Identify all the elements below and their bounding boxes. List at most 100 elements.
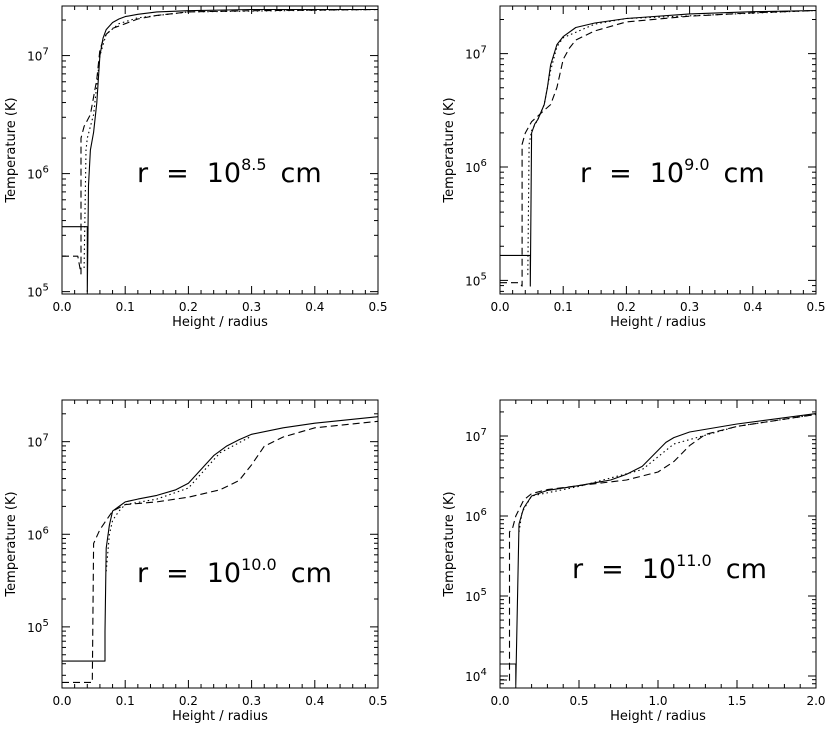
annotation-unit: cm xyxy=(726,554,767,585)
x-tick-label: 0.5 xyxy=(368,694,387,708)
y-tick-label: 105 xyxy=(465,271,487,288)
radius-annotation: r = 1010.0 cm xyxy=(137,555,332,589)
y-tick-label: 106 xyxy=(27,525,49,542)
y-axis-title: Temperature (K) xyxy=(4,97,19,203)
y-axis-title: Temperature (K) xyxy=(442,97,457,203)
x-axis-title: Height / radius xyxy=(172,709,268,724)
plot-frame xyxy=(61,5,379,295)
x-tick-label: 0.0 xyxy=(52,300,71,314)
annotation-unit: cm xyxy=(281,158,322,189)
plot-frame xyxy=(61,399,379,689)
y-tick-exponent: 6 xyxy=(480,507,486,518)
y-tick-exponent: 6 xyxy=(42,525,48,536)
y-tick-base: 10 xyxy=(465,510,480,524)
annotation-exponent: 9.0 xyxy=(684,155,709,174)
plot-frame xyxy=(499,5,817,295)
y-tick-base: 10 xyxy=(27,168,42,182)
annotation-symbol: r xyxy=(137,558,149,589)
y-tick-base: 10 xyxy=(27,621,42,635)
annotation-exponent: 8.5 xyxy=(241,155,266,174)
annotation-exponent: 11.0 xyxy=(676,551,712,570)
y-tick-exponent: 7 xyxy=(42,47,48,58)
annotation-unit: cm xyxy=(291,558,332,589)
radius-annotation: r = 109.0 cm xyxy=(580,155,765,189)
annotation-equals: = xyxy=(166,558,189,589)
x-tick-label: 1.5 xyxy=(727,694,746,708)
x-axis-title: Height / radius xyxy=(172,315,268,330)
x-tick-label: 0.1 xyxy=(116,694,135,708)
annotation-base: 10 xyxy=(650,158,684,189)
y-tick-exponent: 7 xyxy=(42,433,48,444)
y-tick-exponent: 5 xyxy=(480,271,486,282)
radius-annotation: r = 1011.0 cm xyxy=(572,551,767,585)
y-tick-exponent: 7 xyxy=(480,45,486,56)
x-tick-label: 0.5 xyxy=(569,694,588,708)
y-tick-base: 10 xyxy=(27,286,42,300)
x-tick-label: 0.1 xyxy=(116,300,135,314)
series-dashed xyxy=(500,413,817,683)
x-tick-label: 0.3 xyxy=(242,694,261,708)
annotation-unit: cm xyxy=(724,158,765,189)
series-dashed xyxy=(500,9,817,287)
annotation-equals: = xyxy=(166,158,189,189)
y-tick-exponent: 5 xyxy=(480,587,486,598)
y-tick-label: 107 xyxy=(465,427,487,444)
x-tick-label: 0.5 xyxy=(368,300,387,314)
x-tick-label: 1.0 xyxy=(648,694,667,708)
x-tick-label: 0.5 xyxy=(806,300,825,314)
series-dashed xyxy=(62,8,379,275)
series-dashed xyxy=(62,420,379,683)
annotation-symbol: r xyxy=(580,158,592,189)
x-tick-label: 0.0 xyxy=(490,300,509,314)
y-tick-label: 106 xyxy=(465,158,487,175)
x-tick-label: 0.4 xyxy=(305,694,324,708)
series-solid xyxy=(500,9,817,287)
y-tick-base: 10 xyxy=(27,50,42,64)
y-tick-exponent: 5 xyxy=(42,618,48,629)
y-axis-title: Temperature (K) xyxy=(442,491,457,597)
y-tick-base: 10 xyxy=(465,430,480,444)
annotation-symbol: r xyxy=(137,158,149,189)
annotation-equals: = xyxy=(601,554,624,585)
y-tick-base: 10 xyxy=(465,161,480,175)
x-tick-label: 0.1 xyxy=(554,300,573,314)
y-tick-base: 10 xyxy=(465,590,480,604)
y-tick-base: 10 xyxy=(27,528,42,542)
y-tick-label: 105 xyxy=(27,283,49,300)
radius-annotation: r = 108.5 cm xyxy=(137,155,322,189)
series-solid xyxy=(62,8,378,293)
series-dotted xyxy=(83,8,379,269)
annotation-base: 10 xyxy=(207,158,241,189)
y-tick-label: 105 xyxy=(27,618,49,635)
x-tick-label: 0.4 xyxy=(305,300,324,314)
y-axis-title: Temperature (K) xyxy=(4,491,19,597)
x-tick-label: 0.0 xyxy=(52,694,71,708)
y-tick-base: 10 xyxy=(465,48,480,62)
y-tick-label: 105 xyxy=(465,587,487,604)
y-tick-exponent: 6 xyxy=(42,165,48,176)
annotation-base: 10 xyxy=(207,558,241,589)
series-dotted xyxy=(518,413,817,533)
y-tick-label: 106 xyxy=(27,165,49,182)
y-tick-label: 106 xyxy=(465,507,487,524)
annotation-base: 10 xyxy=(642,554,676,585)
annotation-exponent: 10.0 xyxy=(241,555,277,574)
y-tick-exponent: 5 xyxy=(42,283,48,294)
y-tick-base: 10 xyxy=(27,436,42,450)
series-dotted xyxy=(527,9,817,275)
x-tick-label: 0.2 xyxy=(179,694,198,708)
series-dotted xyxy=(105,435,252,572)
x-tick-label: 0.4 xyxy=(743,300,762,314)
y-tick-base: 10 xyxy=(465,274,480,288)
x-tick-label: 0.0 xyxy=(490,694,509,708)
x-tick-label: 2.0 xyxy=(806,694,825,708)
y-tick-exponent: 6 xyxy=(480,158,486,169)
series-solid xyxy=(62,416,379,662)
y-tick-label: 104 xyxy=(465,667,487,684)
x-axis-title: Height / radius xyxy=(610,315,706,330)
x-tick-label: 0.3 xyxy=(680,300,699,314)
y-tick-label: 107 xyxy=(27,47,49,64)
